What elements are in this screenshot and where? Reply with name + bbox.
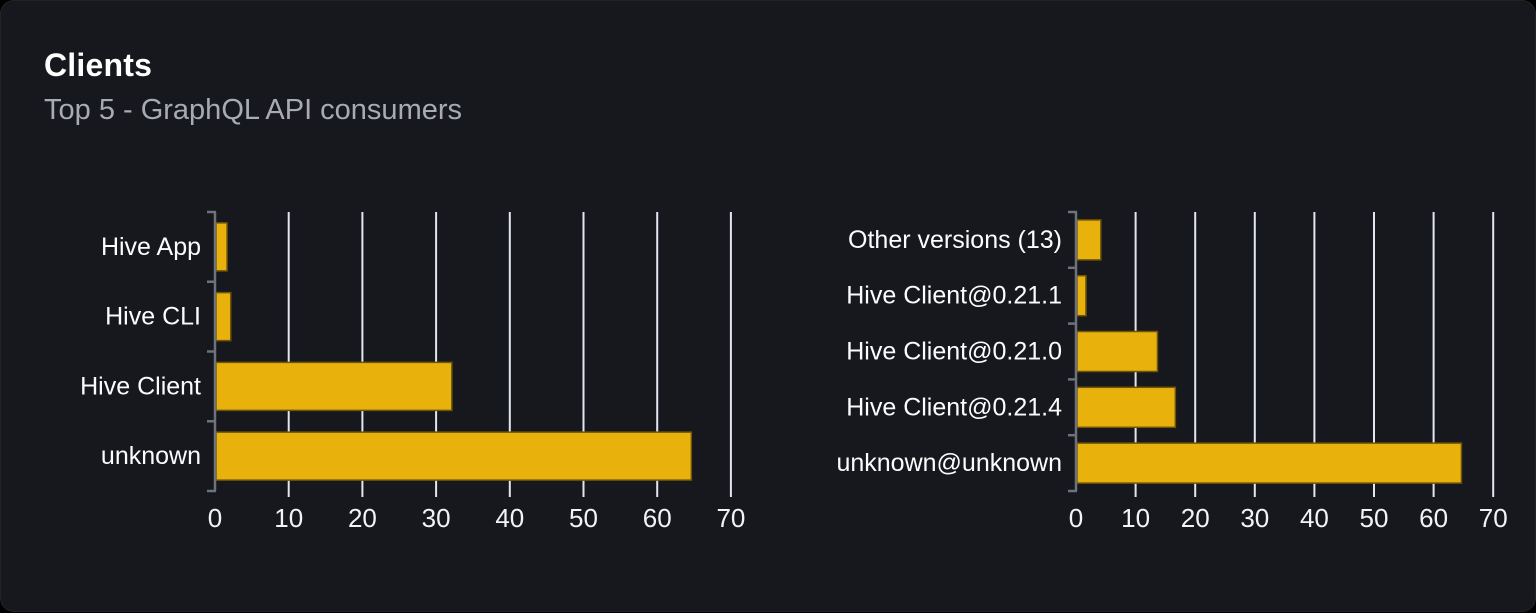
x-axis-tick-label: 70 — [716, 503, 745, 533]
x-axis-tick-label: 50 — [1360, 503, 1389, 533]
y-axis-label-hive-app: Hive App — [101, 233, 201, 261]
x-axis-tick-label: 20 — [348, 503, 377, 533]
bar-unknown-unknown[interactable] — [1076, 442, 1463, 484]
bar-hive-app[interactable] — [215, 222, 228, 272]
bar-hive-cli[interactable] — [215, 291, 232, 342]
bar-hive-client-0-21-1[interactable] — [1076, 274, 1087, 317]
x-axis-tick-label: 60 — [1419, 503, 1448, 533]
y-axis-label-hive-client: Hive Client — [80, 372, 201, 400]
y-axis-label-unknown-unknown: unknown@unknown — [836, 449, 1062, 477]
y-axis-label-other-versions-13: Other versions (13) — [848, 226, 1062, 254]
bar-hive-client[interactable] — [215, 361, 453, 412]
bar-unknown[interactable] — [215, 431, 693, 481]
x-axis-tick-label: 30 — [1240, 503, 1269, 533]
card-title: Clients — [44, 47, 153, 83]
x-axis-tick-label: 60 — [643, 503, 672, 533]
x-axis-tick-label: 20 — [1181, 503, 1210, 533]
y-axis-label-hive-client-0-21-4: Hive Client@0.21.4 — [846, 393, 1062, 421]
x-axis-tick-label: 10 — [274, 503, 303, 533]
y-axis-label-hive-client-0-21-0: Hive Client@0.21.0 — [846, 338, 1062, 366]
x-axis-tick-label: 40 — [495, 503, 524, 533]
card-subtitle: Top 5 - GraphQL API consumers — [44, 94, 463, 126]
x-axis-tick-label: 10 — [1121, 503, 1150, 533]
bar-other-versions-13[interactable] — [1076, 219, 1102, 261]
y-axis-label-hive-client-0-21-1: Hive Client@0.21.1 — [846, 282, 1062, 310]
x-axis-tick-label: 70 — [1479, 503, 1508, 533]
x-axis-tick-label: 0 — [208, 503, 222, 533]
y-axis-label-unknown: unknown — [101, 442, 201, 470]
bar-hive-client-0-21-4[interactable] — [1076, 386, 1177, 429]
x-axis-tick-label: 0 — [1069, 503, 1083, 533]
bar-hive-client-0-21-0[interactable] — [1076, 330, 1159, 373]
x-axis-tick-label: 40 — [1300, 503, 1329, 533]
x-axis-tick-label: 30 — [422, 503, 451, 533]
y-axis-label-hive-cli: Hive CLI — [105, 303, 201, 331]
x-axis-tick-label: 50 — [569, 503, 598, 533]
